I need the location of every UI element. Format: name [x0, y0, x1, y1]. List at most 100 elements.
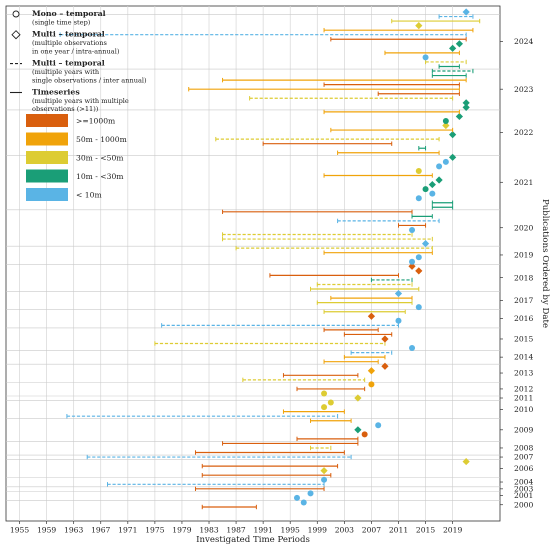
study-mono-marker: [409, 345, 416, 352]
study-multi-marker: [408, 262, 416, 270]
y-axis-label: Publications Ordered by Date: [540, 199, 550, 328]
study-multi-marker: [415, 22, 423, 30]
study-mono-marker: [368, 381, 375, 388]
study-multi-marker: [455, 40, 463, 48]
study-multi-marker: [449, 44, 457, 52]
y-tick-label: 2018: [514, 273, 533, 282]
y-tick-label: 2006: [514, 464, 533, 473]
legend-color-swatch: [26, 114, 68, 127]
study-mono-marker: [321, 390, 328, 397]
study-mono-marker: [293, 494, 300, 501]
plot-area: [5, 5, 501, 522]
study-mono-marker: [415, 254, 422, 261]
study-mono-marker: [415, 167, 422, 174]
legend-type-title: Multi – temporal: [32, 59, 105, 68]
study-multi-marker: [442, 121, 450, 130]
legend-color-swatch: [26, 151, 68, 164]
study-mono-marker: [321, 404, 328, 411]
x-tick-label: 1963: [64, 526, 83, 535]
y-tick-label: 2008: [514, 444, 533, 453]
legend-color-swatch: [26, 132, 68, 146]
study-mono-marker: [300, 499, 307, 506]
study-multi-marker: [394, 289, 403, 298]
legend-resolution-label: 30m - <50m: [76, 154, 123, 163]
study-mono-marker: [442, 158, 449, 165]
x-axis-label: Investigated Time Periods: [196, 535, 310, 545]
y-tick-label: 2007: [514, 453, 533, 462]
study-multi-marker: [455, 112, 463, 121]
study-mono-marker: [327, 399, 334, 406]
study-multi-marker: [462, 103, 470, 111]
legend-resolution-label: >=1000m: [76, 117, 115, 126]
legend-circle-icon: [12, 10, 20, 18]
legend-diamond-icon: [11, 30, 21, 40]
y-tick-label: 2020: [514, 223, 533, 232]
x-tick-label: 1979: [172, 526, 191, 535]
x-tick-label: 2019: [443, 526, 462, 535]
x-tick-label: 1967: [91, 526, 110, 535]
y-tick-label: 2012: [514, 385, 533, 394]
study-mono-marker: [307, 490, 314, 497]
study-mono-marker: [361, 431, 368, 438]
y-tick-label: 2011: [514, 394, 533, 403]
legend-type-subtitle: (multiple years with multiple: [32, 97, 129, 105]
study-multi-marker: [320, 467, 328, 475]
study-multi-marker: [354, 394, 362, 402]
y-tick-label: 2000: [514, 500, 533, 509]
legend-resolution-label: 50m - 1000m: [76, 135, 127, 144]
study-multi-marker: [428, 180, 436, 189]
legend-type-subtitle: single observations / inter annual): [32, 76, 147, 84]
x-tick-label: 1995: [281, 526, 300, 535]
legend-type-title: Timeseries: [32, 88, 80, 97]
y-tick-label: 2013: [514, 369, 533, 378]
study-mono-marker: [415, 304, 422, 311]
x-tick-label: 1999: [308, 526, 327, 535]
study-multi-marker: [449, 153, 457, 161]
x-tick-label: 1983: [199, 526, 218, 535]
x-tick-label: 1987: [226, 526, 245, 535]
legend-type-subtitle: observations (>11)): [32, 105, 99, 113]
study-mono-marker: [436, 163, 443, 170]
study-mono-marker: [375, 422, 382, 429]
x-tick-label: 1971: [118, 526, 137, 535]
legend-type-subtitle: (single time step): [32, 19, 91, 27]
x-tick-label: 2003: [335, 526, 354, 535]
y-tick-label: 2010: [514, 405, 533, 414]
y-tick-label: 2009: [514, 425, 533, 434]
x-tick-label: 2007: [362, 526, 381, 535]
y-tick-label: 2023: [514, 85, 533, 94]
legend-type-title: Mono – temporal: [32, 9, 106, 18]
x-tick-label: 1975: [145, 526, 164, 535]
study-multi-marker: [381, 362, 389, 370]
study-multi-marker: [367, 312, 376, 320]
y-tick-label: 2021: [514, 178, 533, 187]
y-tick-label: 2016: [514, 314, 533, 323]
y-tick-label: 2024: [514, 37, 533, 46]
legend-resolution-label: 10m - <30m: [76, 172, 123, 181]
x-tick-label: 1991: [253, 526, 272, 535]
study-mono-marker: [429, 190, 436, 197]
x-tick-label: 1959: [37, 526, 56, 535]
legend-type-subtitle: (multiple years with: [32, 68, 100, 76]
study-mono-marker: [409, 258, 416, 265]
study-multi-marker: [462, 99, 470, 107]
study-mono-marker: [422, 54, 429, 61]
study-multi-marker: [354, 426, 362, 434]
y-tick-label: 2003: [514, 484, 533, 493]
y-tick-label: 2022: [514, 128, 533, 137]
legend-type-subtitle: in one year / intra-annual): [32, 47, 120, 55]
y-tick-label: 2014: [514, 353, 533, 362]
x-tick-label: 1955: [10, 526, 29, 535]
legend-color-swatch: [26, 169, 68, 183]
study-multi-marker: [381, 335, 389, 343]
study-mono-marker: [395, 317, 402, 324]
study-multi-marker: [415, 267, 423, 275]
study-mono-marker: [422, 186, 429, 193]
legend-type-title: Multi – temporal: [32, 30, 105, 39]
y-tick-label: 2004: [514, 478, 533, 487]
y-tick-label: 2015: [514, 335, 533, 344]
x-tick-label: 2015: [416, 526, 435, 535]
study-multi-marker: [462, 8, 470, 16]
